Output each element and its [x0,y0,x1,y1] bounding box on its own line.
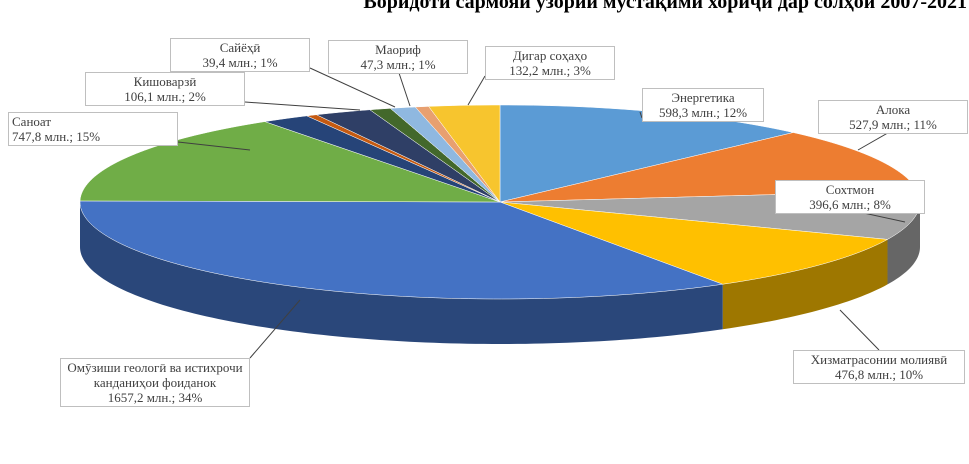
label-value: 39,4 млн.; 1% [202,55,278,70]
slice-side [887,202,920,285]
data-label: Дигар соҳаҳо 132,2 млн.; 3% [485,46,615,80]
slice [264,115,501,203]
leader-line [839,309,880,351]
label-category: Дигар соҳаҳо [512,48,588,63]
data-label: Саноат 747,8 млн.; 15% [8,112,178,146]
label-category: Сохтмон [825,182,875,197]
label-value: 476,8 млн.; 10% [834,367,924,382]
label-value: 132,2 млн.; 3% [509,63,591,78]
slice-side [80,202,723,344]
label-category: Омӯзиши геологӣ ва истихрочи канданиҳои … [67,360,243,390]
label-value: 527,9 млн.; 11% [849,117,937,132]
slice-side [722,239,888,330]
data-label: Энергетика 598,3 млн.; 12% [642,88,764,122]
leader-line [244,101,361,111]
leader-line [639,111,643,119]
data-label: Омӯзиши геологӣ ва истихрочи канданиҳои … [60,358,250,407]
label-value: 1657,2 млн.; 34% [107,390,203,405]
label-value: 106,1 млн.; 2% [124,89,206,104]
data-label: Кишоварзӣ 106,1 млн.; 2% [85,72,245,106]
data-label: Сохтмон 396,6 млн.; 8% [775,180,925,214]
slice [79,121,501,203]
label-value: 747,8 млн.; 15% [12,129,101,144]
data-label: Хизматрасонии молиявӣ 476,8 млн.; 10% [793,350,965,384]
leader-line [397,69,411,107]
data-label: Сайёҳӣ 39,4 млн.; 1% [170,38,310,72]
leader-line [309,67,396,108]
data-label: Алока 527,9 млн.; 11% [818,100,968,134]
label-value: 598,3 млн.; 12% [658,105,748,120]
leader-line [177,141,251,151]
label-category: Хизматрасонии молиявӣ [810,352,948,367]
label-category: Саноат [12,114,52,129]
label-category: Сайёҳӣ [219,40,261,55]
data-label: Маориф 47,3 млн.; 1% [328,40,468,74]
slice [428,104,501,203]
slice [79,200,723,300]
label-value: 47,3 млн.; 1% [360,57,436,72]
chart-title: Воридоти сармояи узории мустақими хориҷӣ… [363,0,967,13]
slice [499,201,889,285]
leader-line [249,299,301,359]
label-category: Маориф [375,42,421,57]
label-category: Кишоварзӣ [133,74,197,89]
label-value: 396,6 млн.; 8% [809,197,891,212]
label-category: Энергетика [671,90,735,105]
label-category: Алока [875,102,911,117]
leader-line [467,75,486,106]
slice [315,109,501,203]
